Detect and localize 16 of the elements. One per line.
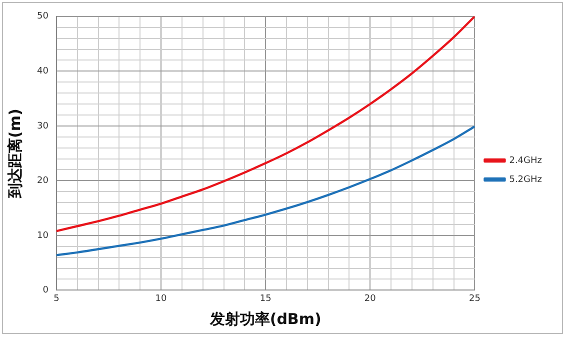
y-tick-label: 10 [37,230,49,241]
legend-label: 5.2GHz [509,174,542,185]
y-tick-label: 20 [37,176,49,186]
y-tick-label: 50 [37,12,49,22]
legend-label: 2.4GHz [509,156,542,166]
y-axis-title: 到达距离(m) [6,108,24,199]
line-series [56,125,475,256]
x-tick-label: 25 [468,294,480,304]
x-tick-label: 15 [260,294,272,304]
x-axis-title: 发射功率(dBm) [208,310,322,328]
x-tick-label: 10 [155,294,168,304]
y-tick-label: 0 [42,286,49,296]
x-tick-label: 20 [364,294,376,304]
x-tick-label: 5 [54,294,60,304]
y-tick-label: 30 [37,121,49,132]
y-tick-label: 40 [37,66,49,77]
